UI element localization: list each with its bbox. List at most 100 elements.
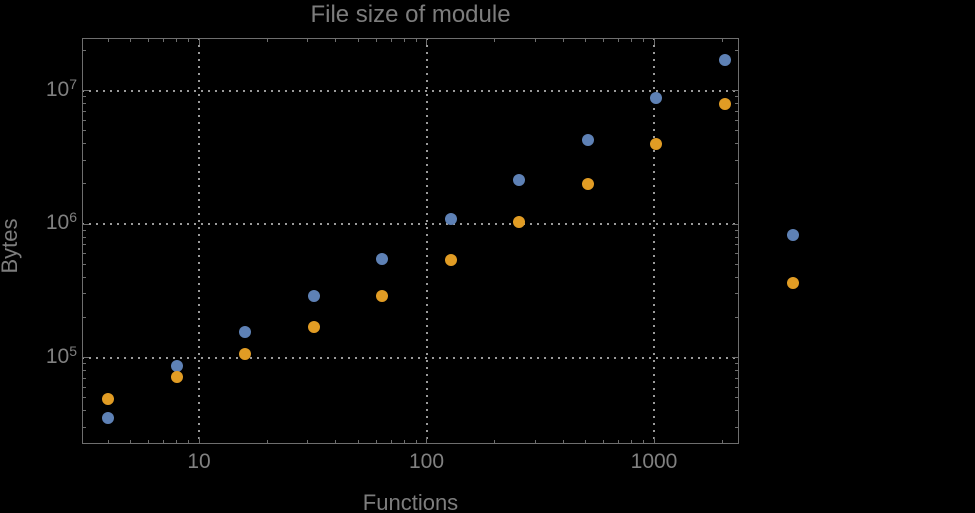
x-minor-tick (188, 440, 190, 444)
y-minor-tick (82, 236, 86, 238)
x-minor-tick (534, 440, 536, 444)
x-gridline (198, 38, 200, 444)
y-minor-tick (82, 426, 86, 428)
y-minor-tick (82, 96, 86, 98)
x-major-tick (198, 437, 200, 444)
orange-series-point (102, 392, 115, 405)
y-tick-label: 107 (45, 75, 77, 101)
y-major-tick (732, 223, 739, 225)
x-tick-label: 100 (408, 450, 445, 473)
x-minor-tick (415, 38, 417, 42)
y-minor-tick (735, 110, 739, 112)
y-minor-tick (735, 119, 739, 121)
y-minor-tick (735, 426, 739, 428)
x-minor-tick (148, 440, 150, 444)
x-minor-tick (631, 440, 633, 444)
x-minor-tick (562, 440, 564, 444)
y-minor-tick (82, 183, 86, 185)
x-minor-tick (335, 38, 337, 42)
x-minor-tick (357, 38, 359, 42)
y-major-tick (82, 357, 89, 359)
y-minor-tick (735, 130, 739, 132)
y-minor-tick (735, 103, 739, 105)
y-minor-tick (735, 316, 739, 318)
y-minor-tick (82, 119, 86, 121)
x-minor-tick (494, 440, 496, 444)
x-minor-tick (534, 38, 536, 42)
orange-series-point (307, 320, 320, 333)
x-minor-tick (357, 440, 359, 444)
y-minor-tick (82, 110, 86, 112)
y-minor-tick (82, 50, 86, 52)
y-tick-label: 106 (45, 209, 77, 235)
x-minor-tick (390, 38, 392, 42)
blue-series-point (239, 326, 252, 339)
chart-title: File size of module (310, 1, 511, 28)
blue-series-point (650, 92, 663, 105)
plot-frame (82, 38, 739, 444)
blue-series-point (787, 228, 800, 241)
y-minor-tick (82, 143, 86, 145)
y-minor-tick (735, 229, 739, 231)
y-axis-label: Bytes (0, 218, 22, 274)
blue-series-point (444, 212, 457, 225)
x-minor-tick (107, 440, 109, 444)
y-minor-tick (82, 386, 86, 388)
x-minor-tick (307, 440, 309, 444)
y-minor-tick (82, 253, 86, 255)
x-gridline (653, 38, 655, 444)
x-minor-tick (721, 440, 723, 444)
x-minor-tick (603, 38, 605, 42)
y-minor-tick (735, 50, 739, 52)
orange-series-point (170, 371, 183, 384)
x-minor-tick (335, 440, 337, 444)
orange-series-point (239, 348, 252, 361)
x-minor-tick (163, 440, 165, 444)
y-minor-tick (82, 244, 86, 246)
y-major-tick (732, 90, 739, 92)
x-minor-tick (494, 38, 496, 42)
x-major-tick (198, 38, 200, 45)
y-minor-tick (735, 236, 739, 238)
x-minor-tick (266, 440, 268, 444)
y-major-tick (82, 223, 89, 225)
y-minor-tick (82, 159, 86, 161)
y-minor-tick (735, 159, 739, 161)
y-minor-tick (82, 363, 86, 365)
y-minor-tick (735, 369, 739, 371)
y-minor-tick (735, 96, 739, 98)
x-minor-tick (618, 440, 620, 444)
x-minor-tick (721, 38, 723, 42)
y-tick-label: 105 (45, 342, 77, 368)
y-minor-tick (82, 410, 86, 412)
y-minor-tick (82, 369, 86, 371)
y-minor-tick (735, 377, 739, 379)
blue-series-point (376, 252, 389, 265)
x-minor-tick (643, 440, 645, 444)
x-minor-tick (130, 440, 132, 444)
y-minor-tick (82, 229, 86, 231)
x-minor-tick (130, 38, 132, 42)
x-minor-tick (266, 38, 268, 42)
x-major-tick (426, 38, 428, 45)
orange-series-point (718, 98, 731, 111)
x-minor-tick (643, 38, 645, 42)
x-tick-label: 10 (187, 450, 211, 473)
y-minor-tick (82, 397, 86, 399)
x-major-tick (653, 38, 655, 45)
x-minor-tick (148, 38, 150, 42)
orange-series-point (513, 216, 526, 229)
x-minor-tick (403, 440, 405, 444)
x-minor-tick (307, 38, 309, 42)
y-minor-tick (735, 183, 739, 185)
x-axis-label: Functions (362, 490, 459, 513)
y-minor-tick (735, 410, 739, 412)
y-major-tick (732, 357, 739, 359)
x-minor-tick (415, 440, 417, 444)
y-minor-tick (735, 397, 739, 399)
y-minor-tick (735, 253, 739, 255)
y-gridline (82, 223, 739, 226)
x-tick-label: 1000 (630, 450, 678, 473)
orange-series-point (650, 137, 663, 150)
